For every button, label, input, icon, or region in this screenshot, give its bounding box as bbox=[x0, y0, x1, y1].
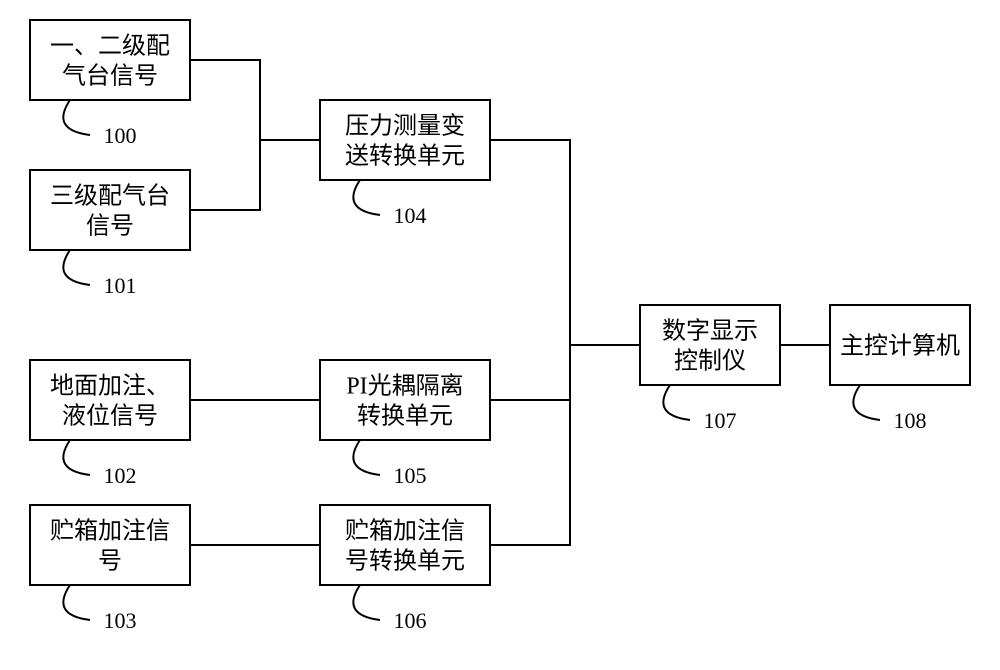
node-100-line1: 一、二级配 bbox=[50, 33, 170, 60]
node-104: 压力测量变 送转换单元 104 bbox=[320, 100, 490, 228]
edge-105-107 bbox=[490, 345, 570, 400]
edge-101-104 bbox=[190, 140, 260, 210]
node-102-ref: 102 bbox=[104, 463, 137, 488]
node-105-line1: PI光耦隔离 bbox=[346, 373, 463, 400]
node-106-line1: 贮箱加注信 bbox=[345, 518, 465, 545]
node-102-line2: 液位信号 bbox=[62, 403, 158, 430]
node-107-ref: 107 bbox=[704, 408, 737, 433]
node-108: 主控计算机 108 bbox=[830, 305, 970, 433]
node-108-line1: 主控计算机 bbox=[840, 333, 960, 360]
node-106: 贮箱加注信 号转换单元 106 bbox=[320, 505, 490, 633]
block-diagram: 一、二级配 气台信号 100 三级配气台 信号 101 地面加注、 液位信号 1… bbox=[0, 0, 1000, 670]
node-101-line2: 信号 bbox=[86, 213, 134, 240]
node-103-ref: 103 bbox=[104, 608, 137, 633]
node-102: 地面加注、 液位信号 102 bbox=[30, 360, 190, 488]
node-107-line1: 数字显示 bbox=[662, 318, 758, 345]
edge-100-104 bbox=[190, 60, 320, 140]
node-103: 贮箱加注信 号 103 bbox=[30, 505, 190, 633]
node-103-line1: 贮箱加注信 bbox=[50, 518, 170, 545]
node-105-ref: 105 bbox=[394, 463, 427, 488]
node-100-line2: 气台信号 bbox=[62, 63, 158, 90]
node-104-line1: 压力测量变 bbox=[345, 113, 465, 140]
node-108-ref: 108 bbox=[894, 408, 927, 433]
edge-104-107 bbox=[490, 140, 640, 345]
node-107-line2: 控制仪 bbox=[674, 348, 746, 375]
node-103-line2: 号 bbox=[98, 549, 122, 575]
node-105-line2: 转换单元 bbox=[357, 403, 453, 430]
node-100-ref: 100 bbox=[104, 123, 137, 148]
node-102-line1: 地面加注、 bbox=[50, 373, 170, 400]
node-104-ref: 104 bbox=[394, 203, 427, 228]
node-101: 三级配气台 信号 101 bbox=[30, 170, 190, 298]
node-104-line2: 送转换单元 bbox=[345, 143, 465, 170]
node-106-line2: 号转换单元 bbox=[345, 548, 465, 575]
node-101-ref: 101 bbox=[104, 273, 137, 298]
node-100: 一、二级配 气台信号 100 bbox=[30, 20, 190, 148]
node-105: PI光耦隔离 转换单元 105 bbox=[320, 360, 490, 488]
edge-106-107 bbox=[490, 400, 570, 545]
node-106-ref: 106 bbox=[394, 608, 427, 633]
node-107: 数字显示 控制仪 107 bbox=[640, 305, 780, 433]
node-101-line1: 三级配气台 bbox=[50, 183, 170, 210]
